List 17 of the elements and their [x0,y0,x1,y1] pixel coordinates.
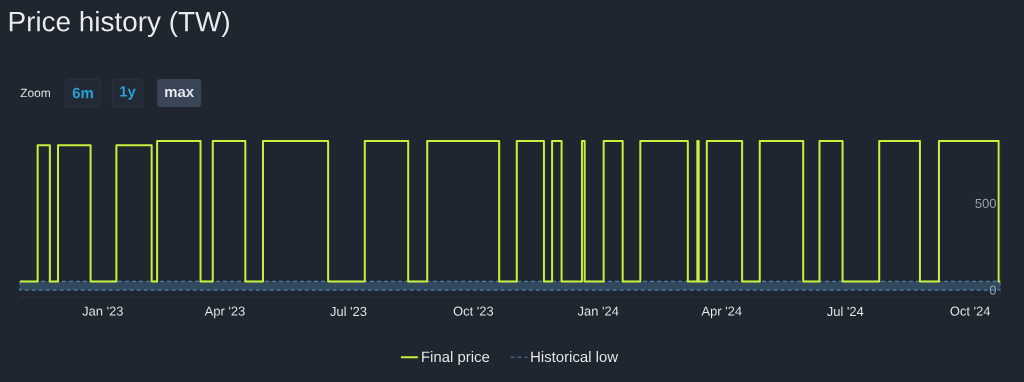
y-tick-label: 500 [975,198,996,208]
x-tick-label: Oct '24 [950,306,991,316]
y-tick-label: 0 [989,285,996,295]
x-tick-label: Jan '24 [577,306,619,316]
x-tick-label: Jul '24 [826,306,864,317]
x-tick-label: Jan '23 [82,306,123,316]
text: 6m [72,87,93,99]
x-tick-label: Oct '23 [453,306,494,316]
text: max [165,88,194,98]
legend-label: Final price [422,351,490,366]
x-tick-label: Jul '23 [330,306,367,317]
legend-label: Historical low [531,351,619,363]
text: 1y [120,86,136,100]
chart-title: Price history (TW) [9,11,229,37]
x-tick-label: Apr '23 [204,306,245,319]
text: Zoom [20,88,50,98]
x-tick-label: Apr '24 [701,306,742,319]
